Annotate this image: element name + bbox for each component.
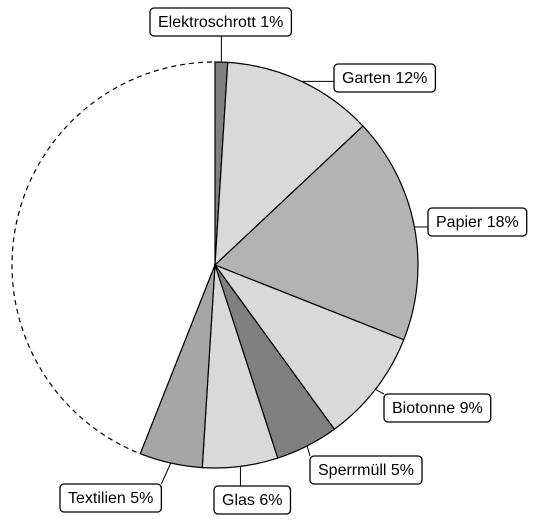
slice-label: Papier 18% bbox=[436, 214, 519, 231]
pie-slice bbox=[213, 263, 405, 431]
slice-label: Biotonne 9% bbox=[392, 400, 483, 417]
slice-label-box bbox=[59, 483, 163, 513]
slice-label: Textilien 5% bbox=[68, 490, 153, 507]
remainder-outline bbox=[11, 61, 216, 455]
slice-label: Garten 12% bbox=[342, 70, 427, 87]
pie-slice bbox=[139, 264, 216, 469]
pie-slices bbox=[139, 61, 419, 469]
slice-label-box bbox=[333, 63, 437, 93]
slice-label-box bbox=[309, 455, 423, 485]
leader-line bbox=[306, 445, 311, 457]
slice-label: Sperrmüll 5% bbox=[318, 462, 414, 479]
slice-label: Glas 6% bbox=[222, 492, 282, 509]
slice-label-box bbox=[213, 485, 292, 515]
leader-line bbox=[375, 388, 385, 395]
pie-slice bbox=[214, 61, 364, 267]
slice-label-box bbox=[427, 207, 528, 237]
leader-lines bbox=[160, 36, 428, 486]
slice-label: Elektroschrott 1% bbox=[158, 14, 283, 31]
slice-labels: Elektroschrott 1% Garten 12% Papier 18% Bio… bbox=[59, 7, 528, 515]
slice-label-box bbox=[149, 7, 293, 37]
slice-label-box bbox=[383, 393, 492, 423]
leader-line bbox=[160, 462, 172, 485]
